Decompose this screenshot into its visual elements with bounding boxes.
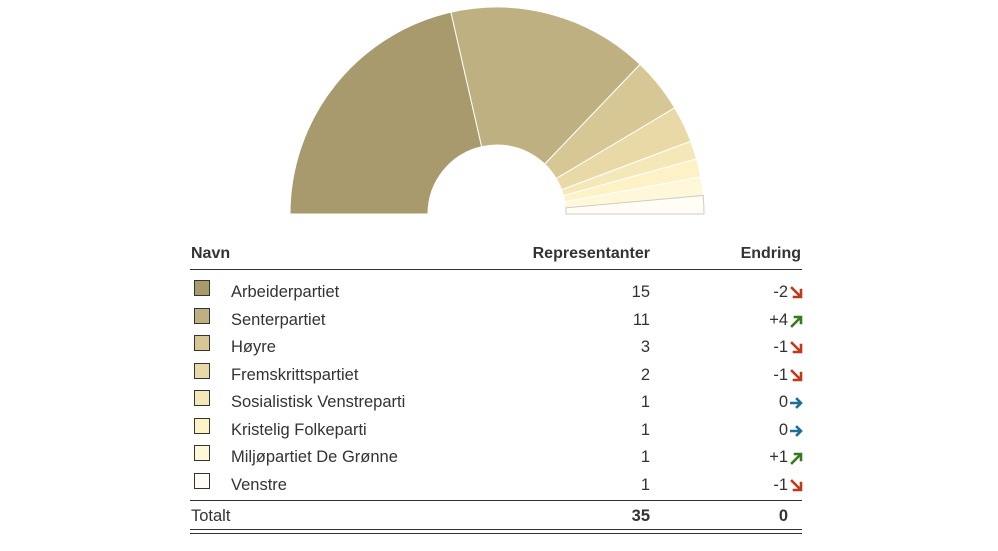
legend-swatch <box>194 280 210 296</box>
table-row: Kristelig Folkeparti 1 0 <box>190 417 803 446</box>
party-name: Miljøpartiet De Grønne <box>231 448 398 466</box>
table-row: Senterpartiet 11 +4 <box>190 307 803 336</box>
party-name: Arbeiderpartiet <box>231 283 340 301</box>
slice-0 <box>289 11 483 215</box>
party-value: 1 <box>640 475 650 494</box>
table-rows: Arbeiderpartiet 15 -2 Senterpartiet 11 +4 Høyr… <box>190 270 803 501</box>
party-value: 15 <box>631 283 650 301</box>
seat-table: Navn Representanter Endring Arbeiderpart… <box>190 240 803 534</box>
party-name: Sosialistisk Venstreparti <box>231 393 406 411</box>
total-label: Totalt <box>191 507 231 525</box>
table-row: Venstre 1 -1 <box>190 472 803 501</box>
header-change: Endring <box>740 245 801 262</box>
trend-same-icon <box>790 424 803 437</box>
trend-down-icon <box>790 368 803 381</box>
party-change: -1 <box>773 475 788 494</box>
table-header: Navn Representanter Endring <box>190 240 802 270</box>
header-name: Navn <box>191 245 231 262</box>
table-row: Høyre 3 -1 <box>190 335 803 363</box>
slice-7 <box>565 194 705 215</box>
party-value: 1 <box>640 393 650 411</box>
legend-swatch <box>194 390 210 406</box>
legend-swatch <box>194 445 210 461</box>
total-row: Totalt 35 0 <box>190 500 802 529</box>
party-value: 3 <box>640 338 650 356</box>
party-name: Høyre <box>231 338 276 356</box>
total-change: 0 <box>778 507 788 525</box>
table-row: Fremskrittspartiet 2 -1 <box>190 362 803 391</box>
table-row: Miljøpartiet De Grønne 1 +1 <box>190 445 803 473</box>
party-change: -1 <box>773 365 788 384</box>
party-value: 11 <box>632 310 650 329</box>
party-name: Kristelig Folkeparti <box>231 420 367 439</box>
party-change: 0 <box>778 420 788 439</box>
party-name: Senterpartiet <box>231 310 326 329</box>
legend-swatch <box>194 335 210 351</box>
party-change: 0 <box>778 393 788 411</box>
header-representatives: Representanter <box>532 245 650 262</box>
party-name: Fremskrittspartiet <box>231 365 359 384</box>
table-bottom-rule <box>190 529 802 534</box>
party-change: -2 <box>773 283 788 301</box>
legend-swatch <box>194 472 210 489</box>
total-value: 35 <box>631 507 650 525</box>
table-row: Arbeiderpartiet 15 -2 <box>190 280 803 308</box>
half-donut-chart <box>289 6 705 215</box>
trend-down-icon <box>790 478 803 491</box>
trend-up-icon <box>790 452 803 465</box>
trend-same-icon <box>790 397 803 409</box>
trend-down-icon <box>790 341 803 354</box>
party-name: Venstre <box>231 475 287 494</box>
legend-swatch <box>194 362 210 379</box>
table-row: Sosialistisk Venstreparti 1 0 <box>190 390 803 418</box>
party-value: 1 <box>640 448 650 466</box>
party-change: -1 <box>773 338 788 356</box>
party-value: 2 <box>640 365 650 384</box>
legend-swatch <box>194 417 210 434</box>
trend-down-icon <box>790 286 803 299</box>
party-change: +4 <box>769 310 788 329</box>
legend-swatch <box>194 307 210 324</box>
trend-up-icon <box>790 315 803 328</box>
party-change: +1 <box>769 448 788 466</box>
slice-1 <box>450 6 641 165</box>
party-value: 1 <box>640 420 650 439</box>
